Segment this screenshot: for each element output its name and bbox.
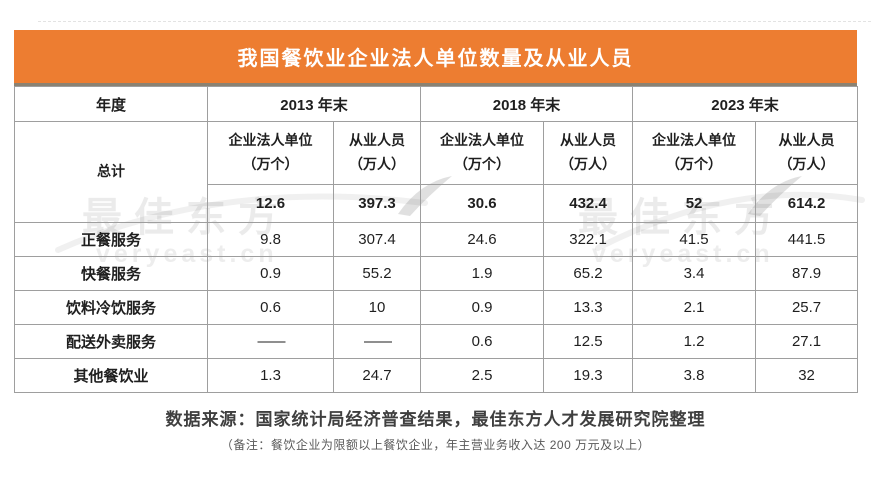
table-row-delivery-takeout: 配送外卖服务 —— —— 0.6 12.5 1.2 27.1 [14, 324, 859, 359]
subheader-staff-2013: 从业人员 （万人） [332, 121, 422, 185]
subheader-line2: （万个） [242, 156, 299, 172]
row-label: 快餐服务 [14, 256, 208, 291]
subheader-line1: 从业人员 [349, 132, 405, 149]
total-value: 30.6 [420, 184, 545, 223]
footnote-line: （备注：餐饮企业为限额以上餐饮企业，年主营业务收入达 200 万元及以上） [220, 438, 651, 452]
table-row-full-meal: 正餐服务 9.8 307.4 24.6 322.1 41.5 441.5 [14, 222, 859, 257]
top-dotted-divider [38, 21, 871, 22]
cell-value: 41.5 [632, 222, 757, 257]
cell-value: 2.5 [420, 358, 545, 393]
cell-value: 9.8 [207, 222, 334, 257]
cell-value: 27.1 [755, 324, 859, 359]
year-header-cell: 年度 [14, 86, 208, 122]
subheader-line1: 企业法人单位 [440, 132, 525, 149]
total-value: 52 [632, 184, 757, 223]
title-bar: 我国餐饮业企业法人单位数量及从业人员 [14, 30, 857, 86]
cell-value: 0.9 [207, 256, 334, 291]
cell-value: 32 [755, 358, 859, 393]
data-source-line: 数据来源：国家统计局经济普查结果，最佳东方人才发展研究院整理 [165, 410, 706, 429]
cell-value: 10 [332, 290, 422, 325]
cell-value: 19.3 [543, 358, 634, 393]
cell-value: 12.5 [543, 324, 634, 359]
cell-value: 1.9 [420, 256, 545, 291]
subheader-line1: 从业人员 [560, 132, 617, 149]
cell-value: 322.1 [543, 222, 634, 257]
subheader-line2: （万人） [560, 156, 617, 172]
cell-value: 24.7 [332, 358, 422, 393]
table-row-other-catering: 其他餐饮业 1.3 24.7 2.5 19.3 3.8 32 [14, 358, 859, 393]
table-row-fast-food: 快餐服务 0.9 55.2 1.9 65.2 3.4 87.9 [14, 256, 859, 291]
cell-value-dash: —— [332, 324, 422, 359]
subheader-staff-2023: 从业人员 （万人） [755, 121, 859, 185]
total-row-label: 总计 [14, 121, 208, 223]
subheader-line1: 企业法人单位 [652, 132, 737, 149]
row-label: 饮料冷饮服务 [14, 290, 208, 325]
data-table: 年度 2013 年末 2018 年末 2023 年末 总计 企业法人单位 （万个… [14, 86, 859, 393]
cell-value: 24.6 [420, 222, 545, 257]
cell-value: 307.4 [332, 222, 422, 257]
subheader-units-2013: 企业法人单位 （万个） [207, 121, 334, 185]
cell-value: 13.3 [543, 290, 634, 325]
page-title: 我国餐饮业企业法人单位数量及从业人员 [237, 48, 634, 70]
subheader-staff-2018: 从业人员 （万人） [543, 121, 634, 185]
row-label: 正餐服务 [14, 222, 208, 257]
cell-value: 87.9 [755, 256, 859, 291]
cell-value: 441.5 [755, 222, 859, 257]
cell-value: 55.2 [332, 256, 422, 291]
cell-value: 1.3 [207, 358, 334, 393]
cell-value: 0.6 [207, 290, 334, 325]
total-value: 614.2 [755, 184, 859, 223]
total-value: 432.4 [543, 184, 634, 223]
cell-value: 1.2 [632, 324, 757, 359]
row-label: 其他餐饮业 [14, 358, 208, 393]
cell-value: 3.8 [632, 358, 757, 393]
table-row-beverage-cold-drink: 饮料冷饮服务 0.6 10 0.9 13.3 2.1 25.7 [14, 290, 859, 325]
cell-value-dash: —— [207, 324, 334, 359]
subheader-line2: （万个） [666, 156, 723, 172]
subheader-line2: （万人） [778, 156, 835, 172]
subheader-line1: 企业法人单位 [228, 132, 313, 149]
subheader-units-2023: 企业法人单位 （万个） [632, 121, 757, 185]
subheader-line2: （万个） [454, 156, 511, 172]
total-value: 397.3 [332, 184, 422, 223]
year-2018-header: 2018 年末 [420, 86, 634, 122]
total-value: 12.6 [207, 184, 334, 223]
subheader-units-2018: 企业法人单位 （万个） [420, 121, 545, 185]
subheader-line2: （万人） [349, 156, 405, 172]
row-label: 配送外卖服务 [14, 324, 208, 359]
cell-value: 0.9 [420, 290, 545, 325]
cell-value: 3.4 [632, 256, 757, 291]
subheader-row: 总计 企业法人单位 （万个） 从业人员 （万人） 企业法人单位 （万个） 从业人… [14, 121, 859, 223]
cell-value: 25.7 [755, 290, 859, 325]
cell-value: 2.1 [632, 290, 757, 325]
cell-value: 0.6 [420, 324, 545, 359]
year-2013-header: 2013 年末 [206, 86, 422, 122]
year-2023-header: 2023 年末 [632, 86, 859, 122]
cell-value: 65.2 [543, 256, 634, 291]
subheader-line1: 从业人员 [778, 132, 835, 149]
year-header-row: 年度 2013 年末 2018 年末 2023 年末 [14, 86, 859, 122]
